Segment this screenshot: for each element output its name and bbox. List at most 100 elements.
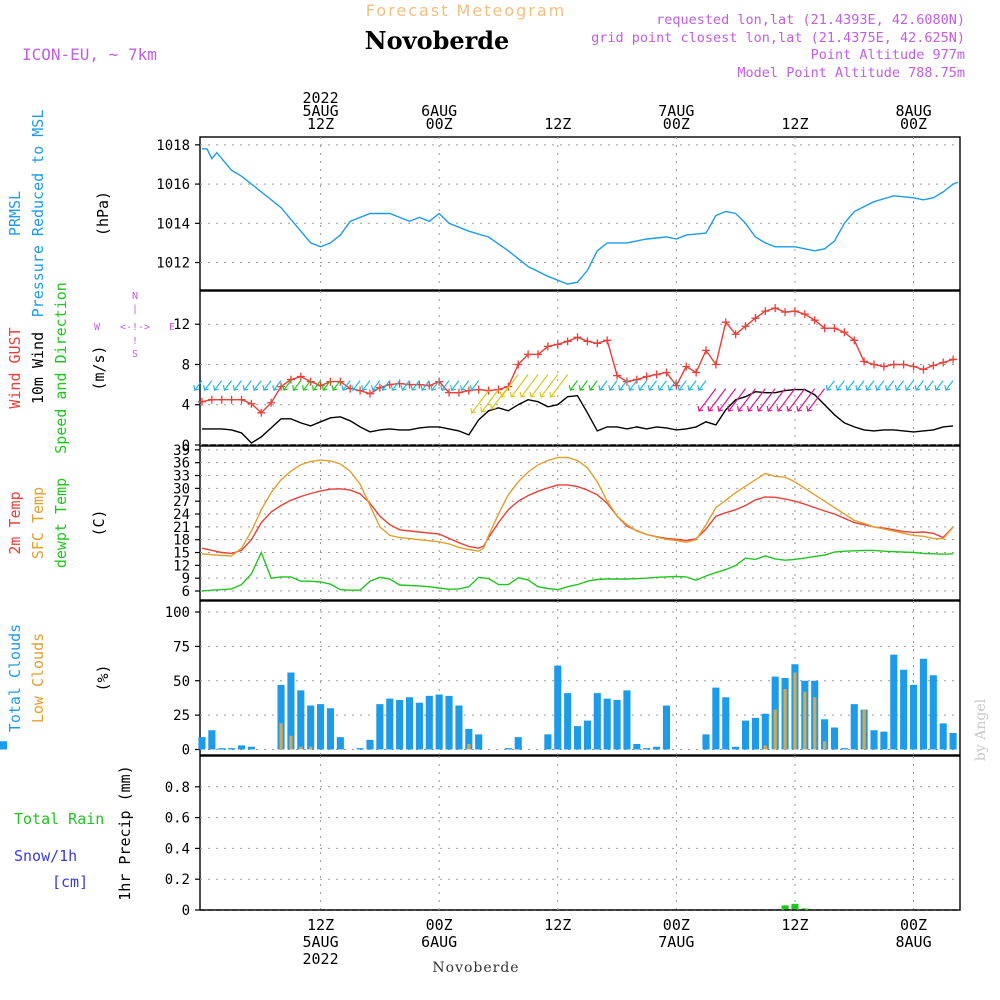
wind-direction-arrow <box>925 380 934 391</box>
wind-arrow-head <box>717 405 724 412</box>
wind-direction-arrow <box>698 388 717 412</box>
station-title: Novoberde <box>365 26 510 55</box>
bar <box>366 739 374 750</box>
y-tick-label: 0.2 <box>165 872 190 888</box>
panel-frame <box>199 136 961 291</box>
wind-arrow-head <box>450 385 456 391</box>
wind-direction-arrow <box>836 380 845 391</box>
gust-marker <box>435 377 444 386</box>
wind-direction-arrow <box>589 380 598 391</box>
super-title: Forecast Meteogram <box>366 1 566 20</box>
bar <box>722 697 730 750</box>
gust-marker <box>277 382 286 391</box>
top-time-label: 6AUG <box>421 102 457 120</box>
bar <box>208 730 216 750</box>
wind-arrow-head <box>341 385 348 391</box>
wind-direction-arrow <box>352 380 361 391</box>
wind-direction-arrow <box>688 380 697 391</box>
bottom-time-label: 2022 <box>303 950 339 968</box>
wind-arrow-head <box>400 385 407 391</box>
wind-direction-arrow <box>579 380 588 391</box>
bar <box>929 675 937 750</box>
bar <box>228 748 236 750</box>
top-time-label: 12Z <box>781 115 808 133</box>
gust-marker <box>672 381 681 390</box>
wind-direction-arrow <box>550 374 569 398</box>
series-line <box>201 456 954 557</box>
bottom-time-label: 12Z <box>781 916 808 934</box>
bar <box>415 702 423 750</box>
wind-direction-arrow <box>303 380 312 391</box>
bar <box>850 704 858 750</box>
wind-direction-arrow <box>382 380 391 391</box>
wind-arrow-head <box>884 385 891 391</box>
wind-direction-arrow <box>233 380 242 391</box>
wind-arrow-head <box>687 385 694 391</box>
bar <box>405 697 414 750</box>
bottom-time-label: 12Z <box>307 916 334 934</box>
unit-label: (%) <box>94 664 112 691</box>
bar <box>840 748 848 750</box>
wind-arrow-head <box>647 385 654 391</box>
wind-arrow-head <box>608 385 615 391</box>
wind-direction-arrow <box>945 380 954 391</box>
gust-marker <box>267 398 276 407</box>
compass-vertical: | <box>132 304 138 315</box>
bar <box>862 709 866 750</box>
gust-marker <box>909 362 918 371</box>
y-tick-label: 0.6 <box>165 811 190 827</box>
wind-direction-arrow <box>411 380 420 391</box>
gust-marker <box>830 324 839 333</box>
wind-arrow-head <box>766 405 773 412</box>
wind-arrow-head <box>420 385 427 391</box>
gust-marker <box>583 337 592 346</box>
panel-label: PRMSL <box>6 191 24 236</box>
gust-marker <box>257 408 266 417</box>
wind-arrow-head <box>193 385 199 391</box>
panel-label: Pressure Reduced to MSL <box>29 110 47 318</box>
wind-arrow-head <box>272 385 278 391</box>
series-line <box>202 388 954 444</box>
y-tick-label: 12 <box>173 558 190 574</box>
wind-direction-arrow <box>876 380 885 391</box>
wind-arrow-head <box>321 385 328 391</box>
wind-direction-arrow <box>283 380 292 391</box>
gust-marker <box>790 307 799 316</box>
y-tick-label: 27 <box>173 494 190 510</box>
wind-arrow-head <box>499 391 506 398</box>
y-tick-label: 100 <box>165 605 190 621</box>
wind-arrow-head <box>301 385 308 391</box>
wind-direction-arrow <box>895 380 905 391</box>
wind-arrow-head <box>914 385 921 391</box>
wind-arrow-head <box>480 406 486 413</box>
panel-label: Low Clouds <box>29 633 47 723</box>
wind-direction-arrow <box>194 380 203 391</box>
panel-1: 1012 1014 1016 1018 PRMSL Pressure Reduced to… <box>6 110 961 318</box>
gust-marker <box>207 395 216 404</box>
wind-arrow-head <box>845 385 852 391</box>
gust-marker <box>850 336 859 345</box>
wind-arrow-head <box>430 385 437 391</box>
gust-marker <box>454 388 463 397</box>
wind-direction-arrow <box>609 380 618 391</box>
y-tick-label: 9 <box>182 571 190 587</box>
bar <box>544 734 552 750</box>
wind-direction-arrow <box>481 389 499 413</box>
bar <box>307 705 315 750</box>
top-time-label: 7AUG <box>658 102 694 120</box>
bar <box>277 684 285 750</box>
bottom-time-label: 00Z <box>663 916 690 934</box>
wind-arrow-head <box>588 385 595 391</box>
wind-arrow-head <box>677 385 684 391</box>
gust-marker <box>573 333 582 342</box>
bar <box>793 672 797 750</box>
panel-label: Speed and Direction <box>52 282 70 454</box>
bar <box>830 727 839 750</box>
unit-label: (hPa) <box>94 191 112 236</box>
gust-marker <box>840 328 849 337</box>
wind-direction-arrow <box>273 380 282 391</box>
compass-east: E <box>169 322 175 333</box>
gust-marker <box>949 355 958 364</box>
gust-marker <box>741 322 750 331</box>
gust-marker <box>237 395 246 404</box>
